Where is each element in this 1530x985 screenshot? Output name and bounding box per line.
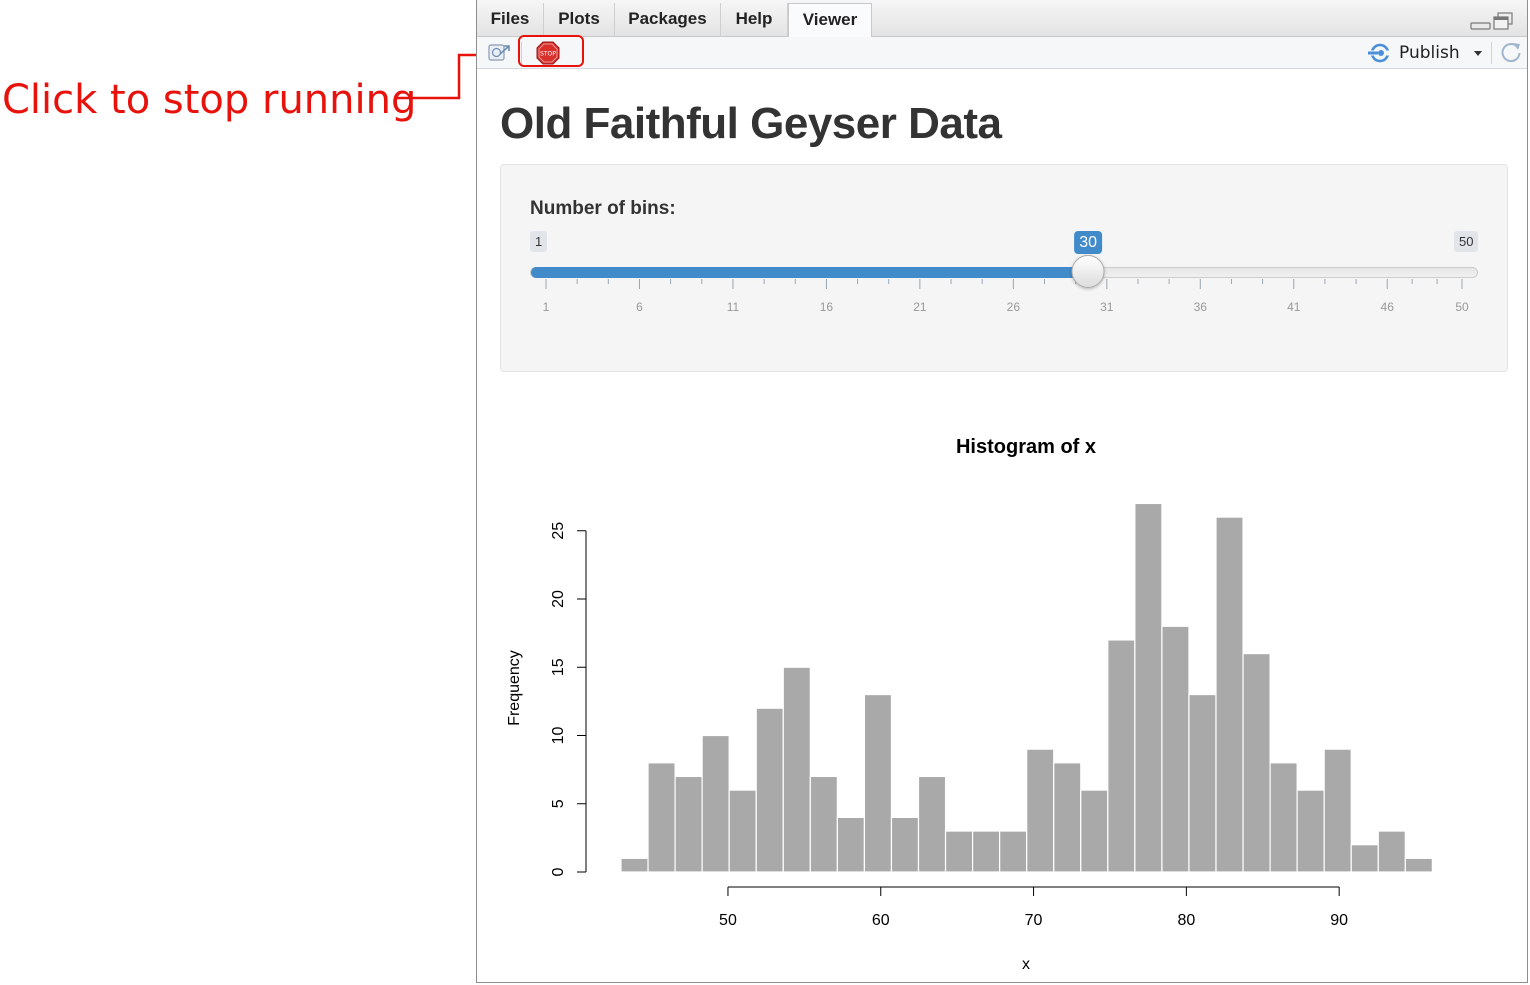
histogram-bar bbox=[1323, 748, 1352, 873]
y-tick-label: 10 bbox=[550, 727, 567, 745]
histogram-bar bbox=[1242, 653, 1271, 873]
pane-tab-bar: Files Plots Packages Help Viewer bbox=[477, 0, 1527, 38]
slider-tick-label: 50 bbox=[1455, 300, 1469, 314]
x-axis-label: x bbox=[1022, 956, 1030, 973]
x-tick-label: 80 bbox=[1177, 912, 1195, 929]
slider-min-label: 1 bbox=[530, 231, 548, 252]
histogram-plot: Histogram of x 50 60 70 80 90 x 0 5 10 15 20 25 Frequ… bbox=[506, 436, 1433, 973]
histogram-bar bbox=[971, 830, 1001, 873]
histogram-bar bbox=[620, 857, 649, 873]
histogram-bar bbox=[1080, 789, 1109, 873]
tab-help[interactable]: Help bbox=[721, 3, 788, 37]
x-tick-label: 60 bbox=[872, 912, 890, 929]
slider-tick-label: 16 bbox=[820, 300, 834, 314]
slider-track[interactable] bbox=[530, 267, 1478, 278]
histogram-bar bbox=[1161, 625, 1190, 873]
slider-tick-label: 11 bbox=[727, 300, 740, 314]
toolbar-separator bbox=[521, 42, 522, 64]
histogram-bar bbox=[944, 830, 974, 873]
x-tick-label: 70 bbox=[1025, 912, 1043, 929]
y-tick-label: 25 bbox=[550, 522, 567, 540]
toolbar-separator-right bbox=[1491, 42, 1492, 64]
histogram-bar bbox=[1269, 762, 1298, 873]
histogram-bar bbox=[782, 666, 811, 873]
histogram-bar bbox=[863, 693, 893, 873]
window-controls bbox=[1470, 12, 1513, 30]
slider-tick-label: 41 bbox=[1287, 300, 1301, 314]
slider-tick-label: 31 bbox=[1100, 300, 1114, 314]
y-tick-label: 0 bbox=[550, 867, 567, 876]
popout-browser-icon[interactable] bbox=[487, 42, 513, 64]
histogram-bar bbox=[836, 816, 866, 873]
slider-track-fill bbox=[531, 267, 1090, 278]
slider-handle[interactable] bbox=[1071, 255, 1105, 288]
sidebar-panel: Number of bins: 1 50 30 1 6 11 16 21 26 31 36 41… bbox=[500, 164, 1508, 372]
histogram-bar bbox=[1107, 639, 1136, 873]
publish-label: Publish bbox=[1399, 43, 1460, 63]
minimize-icon[interactable] bbox=[1470, 22, 1491, 30]
histogram-bar bbox=[728, 789, 757, 873]
histogram-bar bbox=[1404, 857, 1433, 873]
y-tick-label: 5 bbox=[550, 799, 567, 808]
slider-tick-label: 21 bbox=[913, 300, 927, 314]
histogram-bar bbox=[701, 734, 730, 873]
publish-icon bbox=[1367, 43, 1393, 63]
slider-value-label: 30 bbox=[1074, 231, 1103, 254]
stop-icon[interactable]: STOP bbox=[536, 41, 560, 65]
slider-tick-label: 36 bbox=[1194, 300, 1208, 314]
x-tick-label: 50 bbox=[719, 912, 737, 929]
histogram-bar bbox=[1215, 516, 1244, 873]
stop-button-highlight bbox=[518, 35, 584, 67]
slider-tick-label: 46 bbox=[1381, 300, 1395, 314]
histogram-bar bbox=[917, 775, 947, 873]
histogram-bar bbox=[809, 775, 838, 873]
slider-tick-label: 26 bbox=[1007, 300, 1021, 314]
y-tick-label: 15 bbox=[550, 658, 567, 676]
refresh-icon[interactable] bbox=[1499, 41, 1523, 65]
histogram-bar bbox=[1296, 789, 1325, 873]
histogram-bar bbox=[1350, 844, 1379, 873]
histogram-bar bbox=[890, 816, 920, 873]
histogram-bar bbox=[999, 830, 1028, 873]
publish-button[interactable]: Publish bbox=[1367, 40, 1488, 66]
histogram-bar bbox=[1377, 830, 1406, 873]
tab-plots[interactable]: Plots bbox=[544, 3, 615, 37]
x-tick-label: 90 bbox=[1330, 912, 1348, 929]
histogram-bar bbox=[1134, 502, 1163, 873]
histogram-bar bbox=[1053, 762, 1082, 873]
tab-files[interactable]: Files bbox=[477, 3, 544, 37]
y-tick-label: 20 bbox=[550, 590, 567, 608]
slider-label: Number of bins: bbox=[530, 198, 676, 219]
histogram-bar bbox=[755, 707, 784, 873]
callout-annotation: Click to stop running bbox=[2, 77, 417, 123]
viewer-toolbar: STOP Publish bbox=[477, 35, 1527, 69]
slider-tick-label: 6 bbox=[636, 300, 643, 314]
publish-dropdown-icon[interactable] bbox=[1468, 47, 1488, 59]
histogram-bar bbox=[1188, 693, 1217, 873]
page-title: Old Faithful Geyser Data bbox=[500, 99, 1002, 148]
slider-ticks: 1 6 11 16 21 26 31 36 41 46 50 bbox=[543, 279, 1469, 314]
stop-icon-text: STOP bbox=[540, 50, 556, 57]
maximize-icon[interactable] bbox=[1493, 12, 1513, 30]
tab-viewer[interactable]: Viewer bbox=[788, 3, 872, 38]
chart-title: Histogram of x bbox=[956, 436, 1096, 458]
histogram-bar bbox=[647, 762, 676, 873]
slider-max-label: 50 bbox=[1454, 231, 1479, 252]
tab-packages[interactable]: Packages bbox=[615, 3, 721, 37]
histogram-bar bbox=[674, 775, 703, 873]
y-axis-label: Frequency bbox=[506, 650, 523, 726]
viewer-pane: Files Plots Packages Help Viewer STOP bbox=[476, 0, 1528, 983]
histogram-bar bbox=[1026, 748, 1055, 873]
slider-tick-label: 1 bbox=[543, 300, 550, 314]
